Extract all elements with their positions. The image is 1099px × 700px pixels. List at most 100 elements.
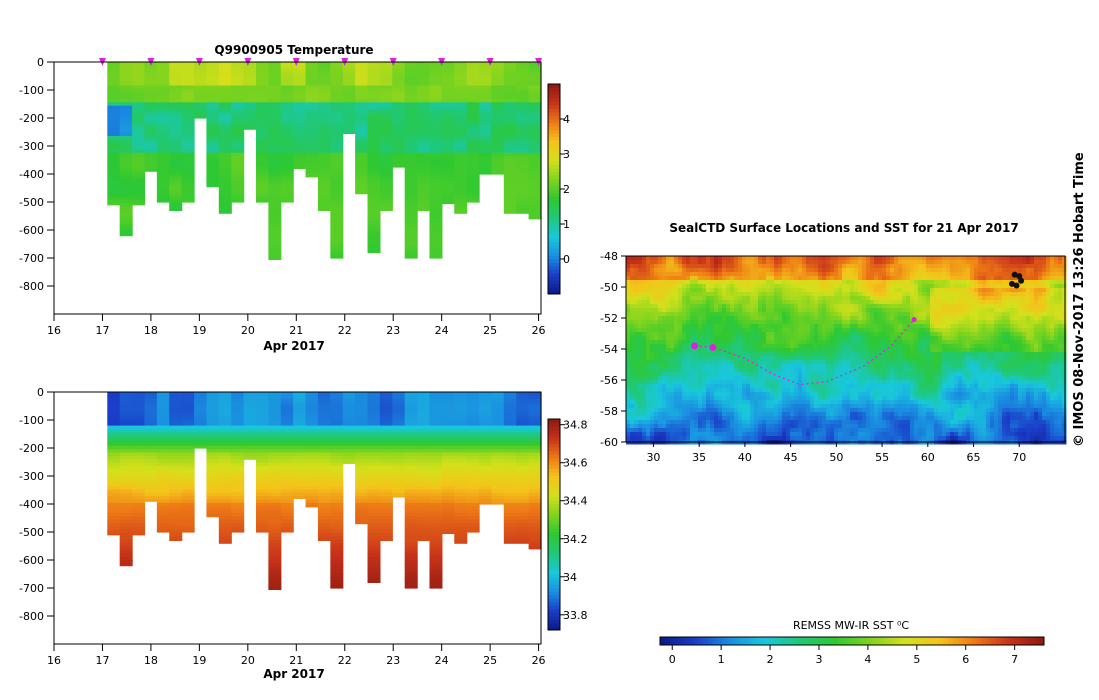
section-cell — [156, 88, 170, 93]
sst-cell — [866, 284, 871, 289]
sst-cell — [778, 308, 783, 313]
sst-cell — [750, 304, 755, 309]
sst-cell — [930, 256, 935, 261]
section-cell — [156, 169, 170, 174]
sst-cell — [990, 268, 995, 273]
section-cell — [181, 152, 195, 157]
section-cell — [528, 546, 542, 550]
section-cell — [454, 119, 468, 124]
section-cell — [218, 472, 232, 477]
section-cell — [479, 425, 493, 430]
sst-cell — [718, 288, 723, 293]
section-cell — [305, 479, 319, 484]
sst-cell — [966, 288, 971, 293]
sst-cell — [1058, 288, 1063, 293]
sst-cell — [1050, 280, 1055, 285]
section-cell — [379, 206, 393, 211]
sst-cell — [1010, 296, 1015, 301]
section-cell — [206, 92, 220, 97]
sst-cell — [962, 304, 967, 309]
section-cell — [107, 139, 121, 144]
section-cell — [429, 428, 443, 433]
section-cell — [454, 489, 468, 494]
section-cell — [479, 408, 493, 413]
section-cell — [441, 523, 455, 527]
sst-cell — [766, 268, 771, 273]
colorbar-swatch — [548, 94, 560, 99]
section-cell — [169, 182, 183, 187]
section-cell — [181, 82, 195, 87]
section-cell — [392, 68, 406, 73]
section-cell — [206, 129, 220, 134]
section-cell — [305, 502, 319, 507]
section-cell — [528, 496, 542, 501]
sst-cell — [814, 288, 819, 293]
sst-cell — [738, 268, 743, 273]
section-cell — [429, 516, 443, 521]
section-cell — [256, 166, 269, 171]
sst-cell — [726, 300, 731, 305]
sst-cell — [798, 284, 803, 289]
section-cell — [280, 105, 294, 110]
section-cell — [144, 452, 158, 457]
section-cell — [342, 408, 356, 413]
section-cell — [144, 156, 158, 161]
sst-cell — [650, 256, 655, 261]
section-cell — [231, 526, 245, 531]
section-cell — [516, 122, 530, 127]
sst-cell — [790, 272, 795, 277]
section-cell — [144, 422, 158, 427]
section-cell — [169, 435, 183, 440]
sst-cell — [686, 312, 691, 317]
section-cell — [330, 502, 344, 507]
section-cell — [107, 519, 121, 524]
section-cell — [144, 82, 158, 87]
section-cell — [367, 179, 381, 184]
sst-cell — [1042, 264, 1047, 269]
sst-cell — [810, 284, 815, 289]
sst-cell — [654, 304, 659, 309]
sst-cell — [842, 296, 847, 301]
section-cell — [516, 502, 530, 507]
section-cell — [144, 169, 158, 172]
sst-cell — [818, 256, 823, 261]
sst-cell — [802, 316, 807, 321]
section-cell — [516, 78, 530, 83]
section-cell — [231, 176, 245, 181]
section-cell — [404, 162, 418, 167]
section-cell — [417, 408, 431, 413]
sst-cell — [874, 304, 879, 309]
sst-cell — [794, 264, 799, 269]
section-cell — [479, 172, 493, 175]
section-cell — [503, 179, 517, 184]
section-cell — [503, 412, 517, 417]
sst-cell — [826, 308, 831, 313]
section-cell — [231, 469, 245, 474]
sst-cell — [690, 292, 695, 297]
section-cell — [268, 479, 282, 484]
section-cell — [305, 98, 319, 103]
section-cell — [342, 402, 356, 407]
section-cell — [317, 166, 331, 171]
section-cell — [479, 502, 493, 505]
section-cell — [441, 88, 455, 93]
colorbar-tick-label: 1 — [563, 218, 570, 231]
section-cell — [379, 472, 393, 477]
section-cell — [181, 476, 195, 480]
sst-cell — [934, 280, 939, 285]
section-cell — [330, 226, 344, 231]
section-cell — [268, 236, 282, 241]
section-cell — [156, 166, 170, 171]
sst-cell — [642, 308, 647, 313]
section-cell — [479, 122, 493, 127]
section-cell — [417, 82, 431, 87]
section-cell — [268, 189, 282, 194]
section-cell — [293, 98, 307, 103]
sst-cell — [994, 272, 999, 277]
sst-cell — [662, 284, 667, 289]
section-cell — [181, 186, 195, 191]
section-cell — [404, 439, 418, 443]
section-cell — [503, 402, 517, 407]
sst-cell — [830, 280, 835, 285]
x-tick-label: 19 — [192, 654, 206, 667]
